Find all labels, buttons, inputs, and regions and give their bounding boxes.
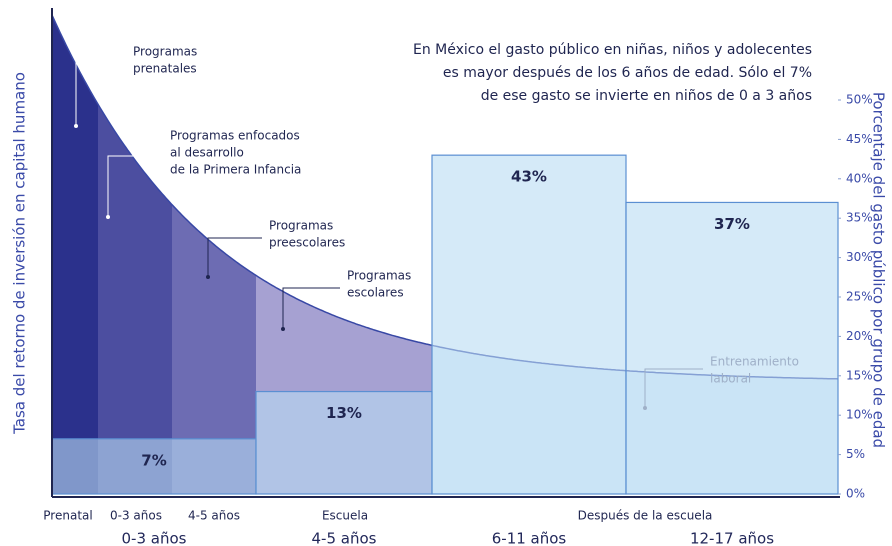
left-axis-label: Tasa del retorno de inversión en capital… [11, 72, 29, 435]
y-tick-label: 40% [846, 171, 873, 185]
stage-label: Escuela [322, 509, 368, 523]
y-tick-label: 25% [846, 290, 873, 304]
bar [432, 155, 626, 494]
stage-label: 4-5 años [188, 509, 240, 523]
leader-dot [643, 406, 647, 410]
y-tick-label: 35% [846, 211, 873, 225]
x-tick-label: 4-5 años [312, 530, 377, 546]
leader-dot [106, 215, 110, 219]
x-tick-label: 6-11 años [492, 530, 567, 546]
value-label: 37% [714, 215, 750, 233]
program-label: laboral [710, 372, 751, 386]
program-label: Programas [269, 219, 333, 233]
value-label: 13% [326, 404, 362, 422]
stage-area [98, 104, 172, 494]
program-label: preescolares [269, 236, 345, 250]
leader-dot [74, 124, 78, 128]
y-tick-label: 50% [846, 93, 873, 107]
bar [626, 202, 838, 494]
stage-label: Prenatal [43, 509, 92, 523]
program-label: Programas [347, 269, 411, 283]
y-tick-label: 0% [846, 487, 865, 501]
program-label: Programas [133, 45, 197, 59]
x-tick-label: 0-3 años [122, 530, 187, 546]
stage-area [52, 15, 98, 494]
y-tick-label: 45% [846, 132, 873, 146]
right-axis-label: Porcentaje del gasto público por grupo d… [870, 92, 888, 448]
chart: 7% 0-3 años 13% 4-5 años 43% 6-11 años 37% 12-1… [0, 0, 892, 546]
y-tick-label: 15% [846, 368, 873, 382]
y-tick-label: 5% [846, 447, 865, 461]
y-tick-label: 10% [846, 408, 873, 422]
program-label: Programas enfocados [170, 129, 300, 143]
annotation: de ese gasto se invierte en niños de 0 a… [481, 88, 812, 104]
leader-dot [206, 275, 210, 279]
x-tick-label: 12-17 años [690, 530, 774, 546]
program-label: escolares [347, 286, 404, 300]
annotation: En México el gasto público en niñas, niñ… [413, 42, 812, 58]
value-label: 43% [511, 168, 547, 186]
stage-label: 0-3 años [110, 509, 162, 523]
program-label: Entrenamiento [710, 355, 799, 369]
value-label: 7% [141, 451, 166, 469]
annotation: es mayor después de los 6 años de edad. … [443, 65, 812, 81]
y-tick-label: 30% [846, 250, 873, 264]
stage-label: Después de la escuela [578, 509, 713, 523]
program-label: de la Primera Infancia [170, 163, 301, 177]
leader-dot [281, 327, 285, 331]
program-label: al desarrollo [170, 146, 244, 160]
y-tick-label: 20% [846, 329, 873, 343]
program-label: prenatales [133, 62, 197, 76]
